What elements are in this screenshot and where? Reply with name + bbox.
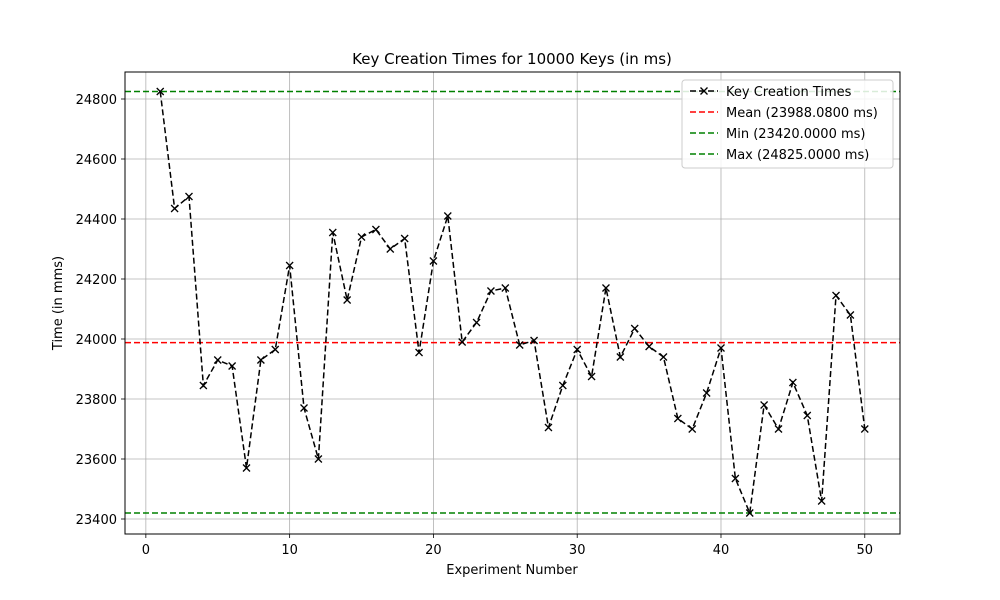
data-point <box>400 234 409 243</box>
plot-frame <box>124 71 901 535</box>
data-point <box>760 401 769 409</box>
data-point <box>199 381 208 390</box>
data-point <box>645 342 654 351</box>
data-point <box>817 497 826 505</box>
data-point <box>846 311 855 319</box>
data-point <box>300 404 308 412</box>
legend-entry: Min (23420.0000 ms) <box>690 127 865 142</box>
data-point <box>386 245 395 253</box>
legend-label: Max (24825.0000 ms) <box>726 148 869 163</box>
data-point <box>429 257 438 265</box>
data-point <box>616 353 625 361</box>
data-point <box>832 291 840 300</box>
data-point <box>357 233 366 241</box>
y-tick-label: 24400 <box>76 213 117 228</box>
data-point <box>745 509 754 517</box>
x-tick-label: 0 <box>142 543 150 558</box>
data-point <box>328 228 337 237</box>
x-tick-label: 20 <box>425 543 442 558</box>
data-point <box>185 192 193 201</box>
reference-lines <box>125 90 900 514</box>
data-point <box>501 284 510 292</box>
x-tick-label: 30 <box>569 543 586 558</box>
y-tick-label: 23800 <box>76 393 117 408</box>
data-point <box>228 362 237 370</box>
data-point <box>788 378 797 387</box>
legend-label: Mean (23988.0800 ms) <box>726 106 878 121</box>
data-point <box>515 341 524 349</box>
data-point <box>573 345 582 354</box>
x-axis: 0 10 20 30 40 50 <box>142 534 873 558</box>
data-point <box>803 411 812 420</box>
data-point <box>314 455 323 463</box>
data-point <box>688 425 697 433</box>
data-point <box>702 389 711 397</box>
series-line <box>159 91 866 516</box>
chart-title: Key Creation Times for 10000 Keys (in ms… <box>352 50 672 68</box>
data-point <box>860 425 869 433</box>
data-point <box>170 204 179 213</box>
data-point <box>256 356 265 364</box>
x-axis-title: Experiment Number <box>446 563 578 578</box>
data-point <box>602 284 610 292</box>
y-tick-label: 24600 <box>76 153 117 168</box>
data-point <box>156 87 165 96</box>
data-point <box>717 344 725 352</box>
y-tick-label: 24800 <box>76 93 117 108</box>
y-axis: 23400 23600 23800 24000 24200 24400 24600 24800 <box>76 93 125 528</box>
legend-entry: Key Creation Times <box>690 85 852 100</box>
data-series <box>156 87 869 517</box>
data-point <box>544 423 553 432</box>
data-point <box>458 338 467 346</box>
y-tick-label: 24000 <box>76 333 117 348</box>
data-point <box>558 381 567 390</box>
data-point <box>587 372 596 381</box>
data-point <box>242 464 251 472</box>
legend-box <box>681 79 894 169</box>
legend-label: Key Creation Times <box>726 85 852 100</box>
data-point <box>271 345 280 354</box>
legend: Key Creation Times Mean (23988.0800 ms) Mi… <box>681 79 894 169</box>
x-tick-label: 10 <box>281 543 298 558</box>
data-point <box>731 474 740 483</box>
data-point <box>472 318 481 327</box>
data-point <box>659 353 668 361</box>
data-point <box>285 261 294 270</box>
data-point <box>343 296 352 304</box>
data-point <box>774 425 783 433</box>
y-tick-label: 24200 <box>76 273 117 288</box>
x-tick-label: 40 <box>713 543 730 558</box>
data-point <box>486 287 495 295</box>
data-point <box>213 356 222 364</box>
y-tick-label: 23400 <box>76 513 117 528</box>
grid <box>125 72 900 534</box>
y-tick-label: 23600 <box>76 453 117 468</box>
legend-entry: Max (24825.0000 ms) <box>690 148 869 163</box>
data-point <box>673 414 682 423</box>
data-point <box>415 348 423 357</box>
data-point <box>530 336 539 345</box>
data-point <box>371 225 380 234</box>
data-point <box>443 212 452 220</box>
data-point <box>630 324 639 333</box>
x-tick-label: 50 <box>856 543 873 558</box>
y-axis-title: Time (in mms) <box>51 256 66 351</box>
legend-label: Min (23420.0000 ms) <box>726 127 865 142</box>
legend-entry: Mean (23988.0800 ms) <box>690 106 878 121</box>
